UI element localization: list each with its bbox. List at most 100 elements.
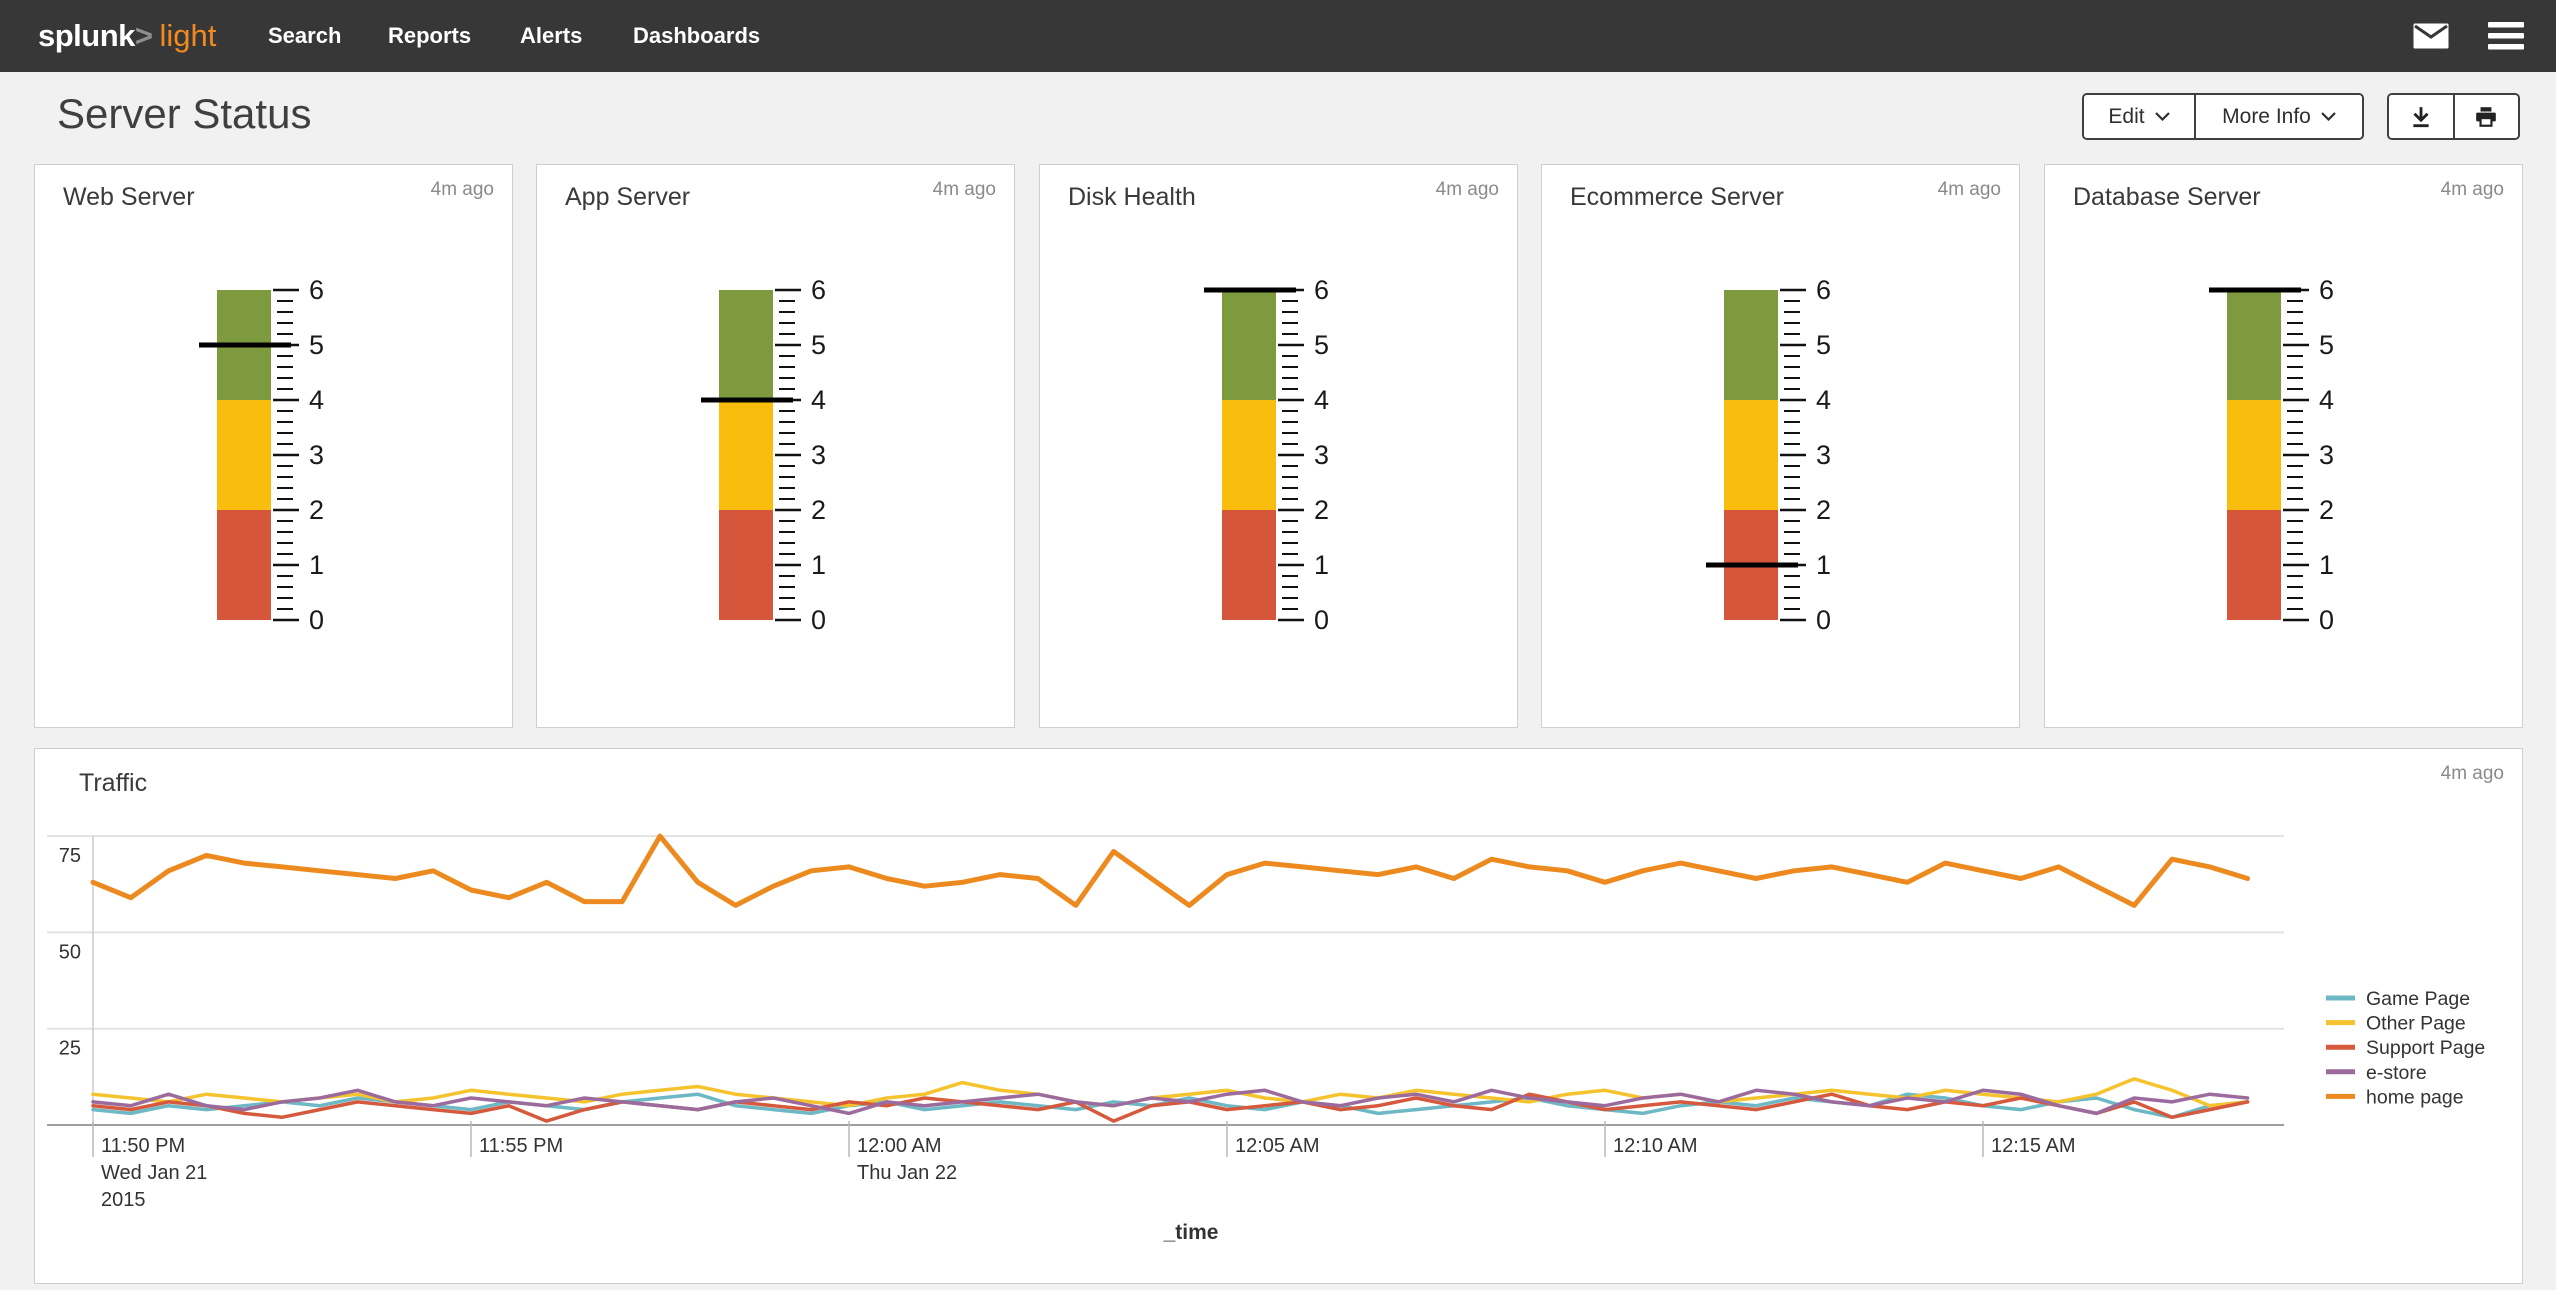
gauge-tick-label: 5 <box>1314 330 1329 360</box>
gauge-tick-label: 3 <box>1816 440 1831 470</box>
filler-gauge: 0 1 2 3 4 5 6 <box>1706 275 1831 635</box>
x-axis-label: 11:55 PM <box>479 1135 563 1157</box>
x-axis-label: 12:00 AM <box>857 1135 942 1157</box>
panel-web-server: Web Server 4m ago 0 1 2 3 4 5 6 <box>34 164 513 728</box>
x-axis-label: 11:50 PM <box>101 1135 185 1157</box>
gauge-tick-label: 0 <box>309 605 324 635</box>
gauge-range <box>719 400 773 510</box>
gauge-range <box>1222 290 1276 400</box>
gauge-tick-label: 1 <box>1816 550 1831 580</box>
traffic-line-chart: 25 50 75 11:50 PM Wed Jan 21 2015 11:55 PM 12:0… <box>47 833 2485 1244</box>
gauge-range <box>217 400 271 510</box>
export-button-group <box>2387 93 2520 140</box>
panel-title: Web Server <box>63 183 195 211</box>
nav-item-search[interactable]: Search <box>268 23 342 48</box>
gauge-tick-label: 0 <box>1314 605 1329 635</box>
gauge-range <box>1724 400 1778 510</box>
x-axis-label: 12:15 AM <box>1991 1135 2076 1157</box>
web-server-gauge: 0 1 2 3 4 5 6 <box>197 275 397 645</box>
nav-item-dashboards[interactable]: Dashboards <box>633 23 761 48</box>
legend-label[interactable]: Other Page <box>2366 1013 2466 1035</box>
logo-chevron: > <box>134 18 153 53</box>
logo-splunk: splunk> <box>38 18 153 53</box>
gauge-tick-label: 6 <box>1816 275 1831 305</box>
x-axis-title: _time <box>1163 1221 1219 1244</box>
nav-item-alerts[interactable]: Alerts <box>520 23 583 48</box>
more-info-button[interactable]: More Info <box>2194 95 2362 138</box>
x-axis-sublabel: Wed Jan 21 <box>101 1162 207 1184</box>
gauge-marker <box>2209 287 2301 293</box>
splunk-light-logo[interactable]: splunk> light <box>38 0 216 72</box>
mail-icon[interactable] <box>2413 0 2449 72</box>
gauge-tick-label: 6 <box>309 275 324 305</box>
gauge-tick-label: 5 <box>2319 330 2334 360</box>
x-axis-label: 12:05 AM <box>1235 1135 1320 1157</box>
gauge-marker <box>1706 562 1798 568</box>
hamburger-menu-icon[interactable] <box>2488 0 2524 72</box>
series-home-page <box>90 833 2251 908</box>
gauge-tick-label: 1 <box>2319 550 2334 580</box>
legend-label[interactable]: Support Page <box>2366 1037 2485 1059</box>
gauge-tick-label: 2 <box>2319 495 2334 525</box>
gauge-range <box>2227 400 2281 510</box>
top-nav-bar: splunk> light Search Reports Alerts Dash… <box>0 0 2556 72</box>
edit-moreinfo-button-group: Edit More Info <box>2082 93 2364 140</box>
edit-button-label: Edit <box>2108 104 2145 128</box>
chevron-down-icon <box>2321 112 2336 121</box>
gauge-marker <box>1204 287 1296 293</box>
panel-ecommerce-server: Ecommerce Server 4m ago 0 1 2 3 4 5 6 <box>1541 164 2020 728</box>
filler-gauge: 0 1 2 3 4 5 6 <box>701 275 826 635</box>
gauge-tick-label: 2 <box>811 495 826 525</box>
gauge-range <box>217 510 271 620</box>
panel-title: Traffic <box>79 769 148 797</box>
gauge-tick-label: 6 <box>811 275 826 305</box>
gauge-tick-label: 3 <box>2319 440 2334 470</box>
x-axis-sublabel: Thu Jan 22 <box>857 1162 957 1184</box>
legend-label[interactable]: home page <box>2366 1086 2464 1108</box>
gauge-range <box>2227 510 2281 620</box>
page-title: Server Status <box>57 90 312 137</box>
database-server-gauge: 0 1 2 3 4 5 6 <box>2207 275 2407 645</box>
gauge-tick-label: 5 <box>1816 330 1831 360</box>
chevron-down-icon <box>2154 112 2170 121</box>
gauge-tick-label: 4 <box>811 385 826 415</box>
updated-badge: 4m ago <box>430 179 494 200</box>
gauge-tick-label: 1 <box>309 550 324 580</box>
series-Support-Page <box>91 1092 2250 1123</box>
panel-title: Ecommerce Server <box>1570 183 1784 211</box>
y-axis-label: 75 <box>59 845 81 867</box>
gauge-tick-label: 3 <box>811 440 826 470</box>
filler-gauge: 0 1 2 3 4 5 6 <box>2209 275 2334 635</box>
panel-disk-health: Disk Health 4m ago 0 1 2 3 4 5 6 <box>1039 164 1518 728</box>
gauge-range <box>2227 290 2281 400</box>
filler-gauge: 0 1 2 3 4 5 6 <box>199 275 324 635</box>
gauge-tick-label: 2 <box>1816 495 1831 525</box>
more-info-button-label: More Info <box>2222 104 2311 128</box>
print-button[interactable] <box>2452 95 2518 138</box>
gauge-tick-label: 4 <box>309 385 324 415</box>
x-axis-sublabel: 2015 <box>101 1189 146 1211</box>
gauge-tick-label: 6 <box>2319 275 2334 305</box>
legend-label[interactable]: Game Page <box>2366 988 2470 1010</box>
gauge-marker <box>199 342 291 348</box>
gauge-tick-label: 0 <box>811 605 826 635</box>
y-axis-label: 50 <box>59 941 81 963</box>
panel-traffic: Traffic 4m ago 25 50 75 11:50 PM Wed Jan 21 2… <box>34 748 2523 1284</box>
edit-button[interactable]: Edit <box>2084 95 2194 138</box>
gauge-tick-label: 2 <box>1314 495 1329 525</box>
updated-badge: 4m ago <box>1937 179 2001 200</box>
gauge-tick-label: 6 <box>1314 275 1329 305</box>
gauge-tick-label: 4 <box>1816 385 1831 415</box>
gauge-range <box>1222 510 1276 620</box>
gauge-tick-label: 0 <box>2319 605 2334 635</box>
legend-label[interactable]: e-store <box>2366 1062 2427 1084</box>
ecommerce-server-gauge: 0 1 2 3 4 5 6 <box>1704 275 1904 645</box>
series-Other-Page <box>91 1077 2250 1108</box>
disk-health-gauge: 0 1 2 3 4 5 6 <box>1202 275 1402 645</box>
panel-title: App Server <box>565 183 691 211</box>
download-button[interactable] <box>2389 95 2453 138</box>
panel-title: Database Server <box>2073 183 2261 211</box>
gauge-range <box>1724 290 1778 400</box>
nav-item-reports[interactable]: Reports <box>388 23 472 48</box>
filler-gauge: 0 1 2 3 4 5 6 <box>1204 275 1329 635</box>
